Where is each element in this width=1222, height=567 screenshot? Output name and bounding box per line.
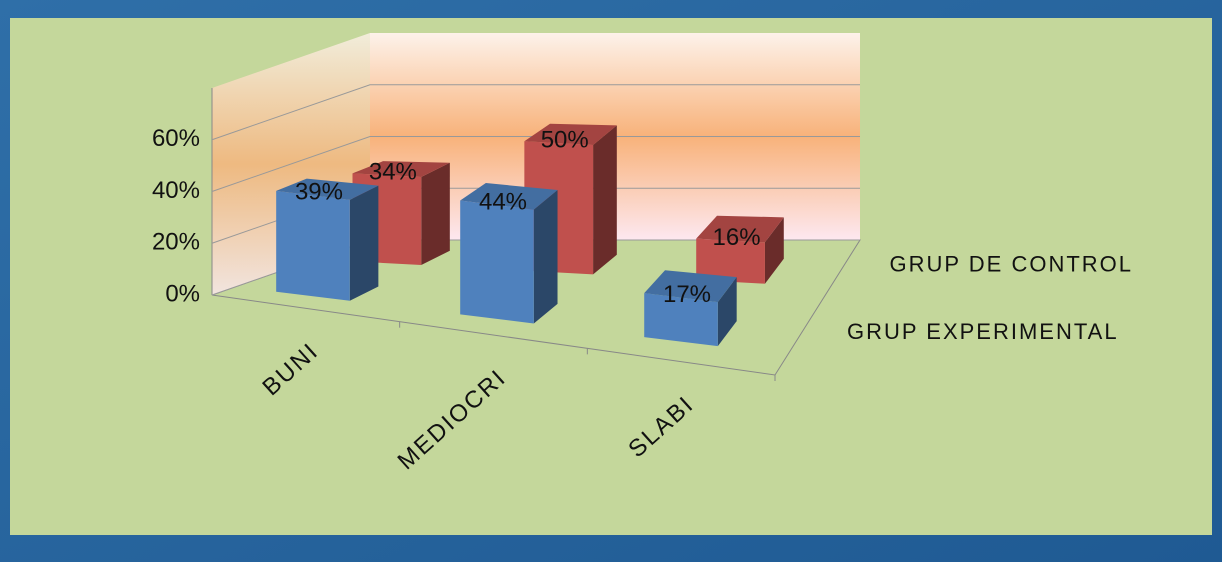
bar-front (460, 200, 534, 324)
data-label: 34% (369, 159, 417, 186)
bar (276, 178, 379, 301)
bar-top (460, 183, 558, 210)
bar (460, 183, 558, 324)
data-label: 44% (479, 188, 527, 215)
bar-side (421, 162, 450, 266)
bar-front (644, 293, 718, 347)
bar-top (352, 161, 450, 178)
bar-top (696, 215, 784, 243)
bar-front (276, 190, 350, 301)
bar-top (524, 123, 617, 145)
grid-line (211, 136, 860, 192)
data-label: 17% (663, 281, 711, 308)
bar-front (696, 238, 765, 284)
data-label: 50% (541, 126, 589, 153)
data-label: 16% (713, 224, 761, 251)
data-label: 39% (295, 179, 343, 206)
bar (696, 215, 784, 284)
grid-line (211, 84, 860, 141)
legend-label: GRUP DE CONTROL (890, 251, 1134, 276)
bar-top (276, 178, 379, 200)
y-tick-label: 60% (152, 125, 200, 152)
bar-side (593, 125, 617, 275)
bar (644, 270, 737, 347)
y-tick-label: 0% (165, 280, 200, 307)
legend-label: GRUP EXPERIMENTAL (847, 319, 1119, 344)
bar-side (764, 217, 784, 284)
bar-side (349, 185, 379, 301)
y-tick-label: 40% (152, 177, 200, 204)
bar-side (717, 277, 737, 347)
bar-top (644, 270, 737, 303)
bar (524, 123, 617, 275)
bar-side (533, 189, 558, 324)
y-tick-label: 20% (152, 229, 200, 256)
